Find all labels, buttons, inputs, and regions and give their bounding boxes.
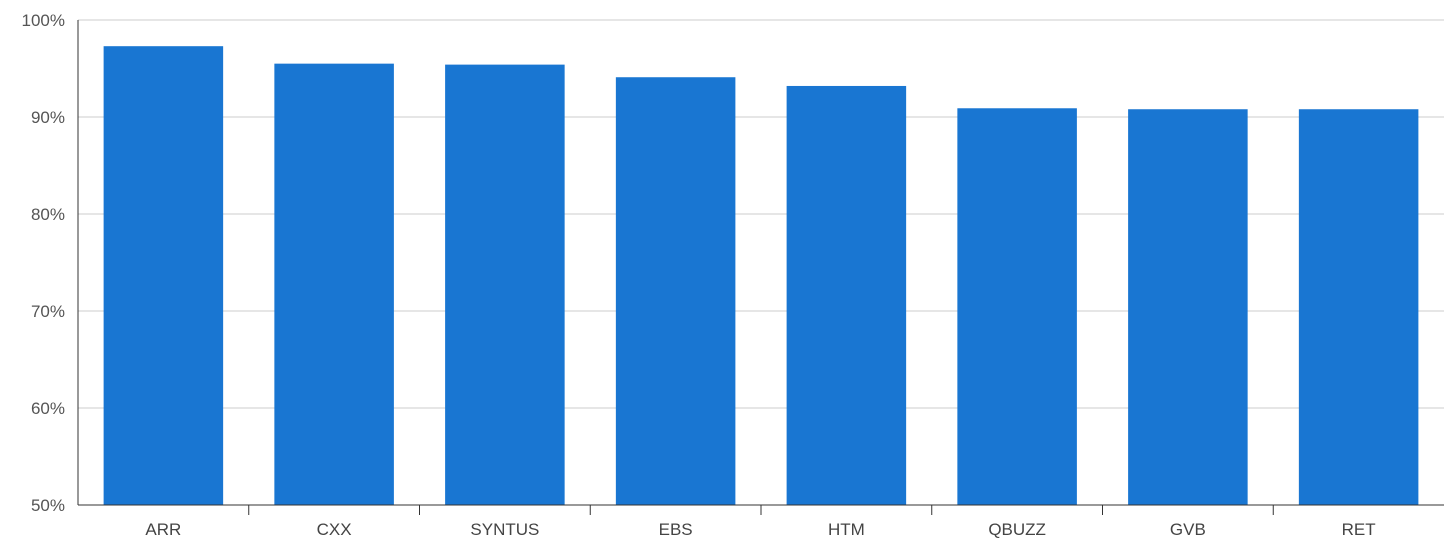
y-tick-label: 50% bbox=[31, 496, 65, 515]
x-tick-label: RET bbox=[1342, 520, 1376, 539]
bar-arr bbox=[103, 46, 224, 505]
x-tick-label: HTM bbox=[828, 520, 865, 539]
bar-ebs bbox=[615, 77, 736, 505]
bar-qbuzz bbox=[957, 108, 1077, 506]
y-tick-label: 100% bbox=[22, 11, 65, 30]
x-tick-label: ARR bbox=[145, 520, 181, 539]
x-tick-label: SYNTUS bbox=[470, 520, 539, 539]
x-tick-label: CXX bbox=[317, 520, 352, 539]
y-tick-label: 70% bbox=[31, 302, 65, 321]
bar-cxx bbox=[274, 63, 394, 506]
x-tick-label: QBUZZ bbox=[988, 520, 1046, 539]
axes bbox=[77, 20, 1444, 515]
x-tick-label: EBS bbox=[659, 520, 693, 539]
bar-syntus bbox=[445, 64, 565, 506]
bar-gvb bbox=[1128, 109, 1248, 506]
y-tick-label: 80% bbox=[31, 205, 65, 224]
y-tick-label: 90% bbox=[31, 108, 65, 127]
bar-htm bbox=[786, 85, 907, 506]
y-tick-label: 60% bbox=[31, 399, 65, 418]
bar-ret bbox=[1298, 109, 1419, 506]
x-tick-label: GVB bbox=[1170, 520, 1206, 539]
tick-labels: 50% 60% 70% 80% 90% 100% ARR CXX SYNTUS EBS HTM QBU… bbox=[22, 11, 1376, 539]
bars bbox=[103, 46, 1419, 506]
